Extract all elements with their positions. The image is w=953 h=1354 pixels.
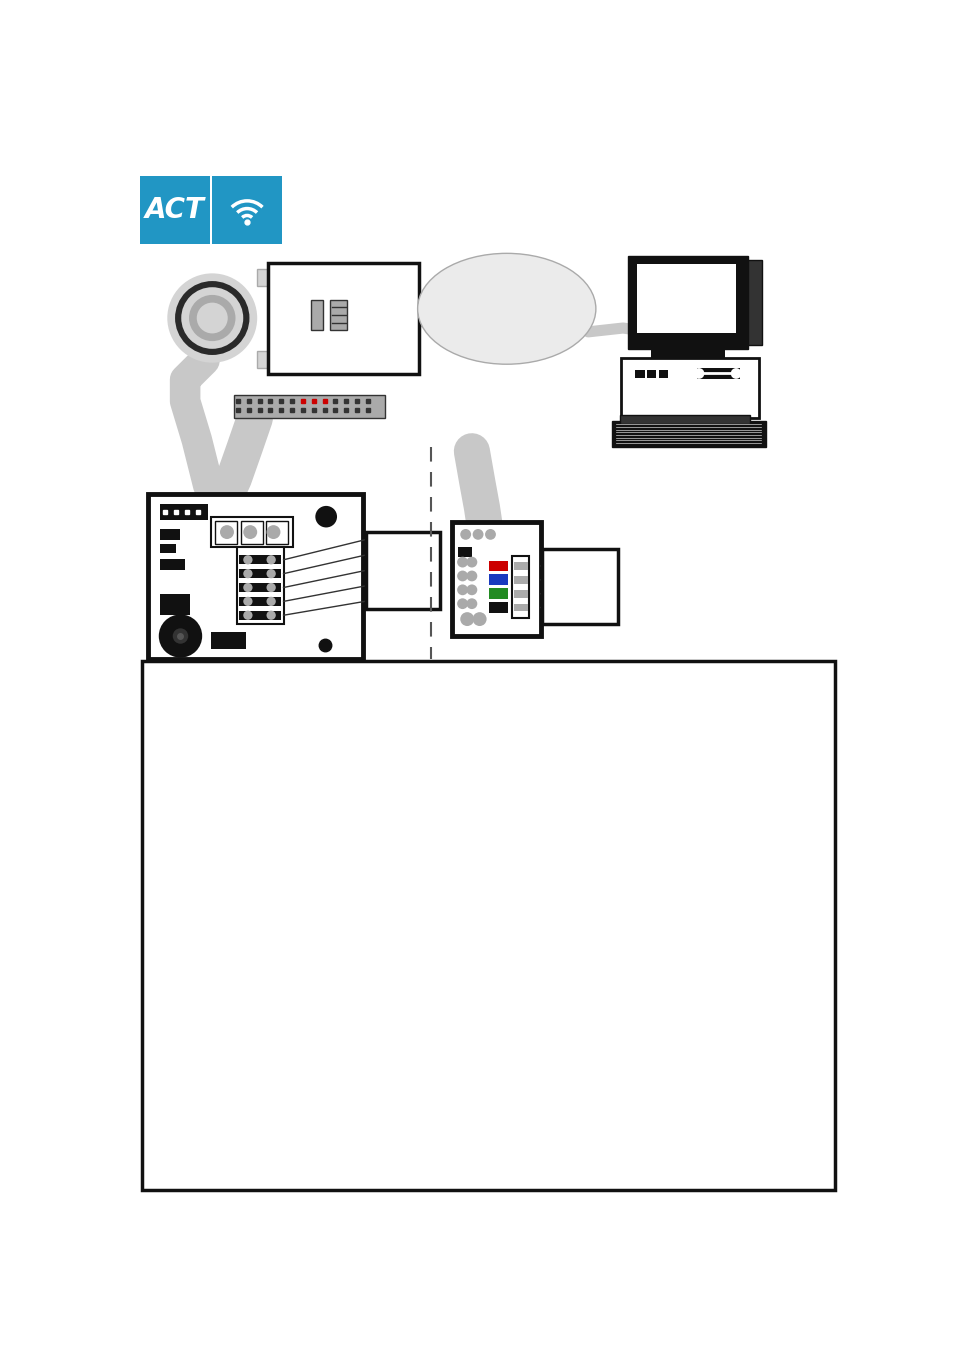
Circle shape	[181, 287, 243, 349]
FancyBboxPatch shape	[457, 547, 472, 558]
Circle shape	[172, 628, 188, 643]
Circle shape	[266, 525, 280, 539]
Circle shape	[456, 556, 468, 567]
FancyBboxPatch shape	[142, 662, 835, 1190]
FancyBboxPatch shape	[160, 543, 175, 552]
FancyBboxPatch shape	[637, 264, 736, 333]
Circle shape	[243, 597, 253, 607]
Text: ACT: ACT	[145, 196, 205, 225]
Ellipse shape	[417, 253, 596, 364]
FancyBboxPatch shape	[212, 176, 282, 244]
FancyBboxPatch shape	[418, 305, 438, 326]
Circle shape	[266, 611, 275, 620]
FancyBboxPatch shape	[212, 517, 293, 547]
Circle shape	[459, 529, 471, 540]
FancyBboxPatch shape	[257, 351, 271, 368]
FancyBboxPatch shape	[140, 176, 210, 244]
FancyBboxPatch shape	[148, 494, 363, 659]
FancyBboxPatch shape	[160, 559, 185, 570]
FancyBboxPatch shape	[542, 548, 618, 624]
Circle shape	[466, 585, 476, 596]
FancyBboxPatch shape	[635, 371, 644, 378]
FancyBboxPatch shape	[239, 611, 281, 620]
FancyBboxPatch shape	[619, 416, 749, 424]
Circle shape	[167, 274, 257, 363]
Circle shape	[466, 570, 476, 581]
Circle shape	[693, 368, 703, 379]
Circle shape	[243, 555, 253, 565]
FancyBboxPatch shape	[513, 604, 527, 612]
Circle shape	[243, 584, 253, 592]
FancyBboxPatch shape	[658, 371, 667, 378]
FancyBboxPatch shape	[239, 569, 281, 578]
Polygon shape	[612, 421, 765, 447]
FancyBboxPatch shape	[160, 529, 180, 540]
FancyBboxPatch shape	[233, 395, 385, 418]
Circle shape	[243, 611, 253, 620]
FancyBboxPatch shape	[512, 556, 529, 617]
FancyBboxPatch shape	[160, 504, 208, 520]
FancyBboxPatch shape	[452, 523, 540, 636]
Circle shape	[472, 529, 483, 540]
FancyBboxPatch shape	[311, 299, 323, 330]
Circle shape	[466, 598, 476, 609]
Circle shape	[266, 569, 275, 578]
FancyBboxPatch shape	[650, 349, 723, 357]
Circle shape	[730, 368, 740, 379]
Circle shape	[196, 303, 228, 333]
FancyBboxPatch shape	[697, 368, 740, 379]
FancyBboxPatch shape	[488, 574, 507, 585]
FancyBboxPatch shape	[239, 597, 281, 607]
FancyBboxPatch shape	[488, 588, 507, 598]
FancyBboxPatch shape	[241, 520, 262, 543]
FancyBboxPatch shape	[257, 268, 271, 286]
Circle shape	[220, 525, 233, 539]
Circle shape	[484, 529, 496, 540]
Circle shape	[189, 295, 235, 341]
Circle shape	[472, 612, 486, 626]
FancyBboxPatch shape	[268, 263, 418, 374]
Circle shape	[315, 506, 336, 528]
FancyBboxPatch shape	[330, 299, 347, 330]
FancyBboxPatch shape	[488, 603, 507, 613]
FancyBboxPatch shape	[266, 520, 288, 543]
FancyBboxPatch shape	[620, 357, 759, 418]
Circle shape	[158, 615, 202, 658]
Circle shape	[266, 597, 275, 607]
Circle shape	[266, 584, 275, 592]
FancyBboxPatch shape	[646, 371, 656, 378]
FancyBboxPatch shape	[513, 562, 527, 570]
FancyBboxPatch shape	[160, 593, 190, 615]
FancyBboxPatch shape	[212, 632, 245, 649]
Circle shape	[266, 555, 275, 565]
FancyBboxPatch shape	[236, 547, 283, 624]
Circle shape	[456, 585, 468, 596]
Circle shape	[456, 598, 468, 609]
Circle shape	[459, 612, 474, 626]
Circle shape	[243, 525, 257, 539]
FancyBboxPatch shape	[747, 260, 760, 345]
Circle shape	[456, 570, 468, 581]
FancyBboxPatch shape	[239, 584, 281, 592]
FancyBboxPatch shape	[366, 532, 439, 609]
FancyBboxPatch shape	[627, 256, 747, 349]
FancyBboxPatch shape	[488, 561, 507, 571]
FancyBboxPatch shape	[513, 590, 527, 597]
Circle shape	[174, 282, 249, 355]
FancyBboxPatch shape	[513, 575, 527, 584]
FancyBboxPatch shape	[239, 555, 281, 565]
FancyBboxPatch shape	[215, 520, 236, 543]
Circle shape	[466, 556, 476, 567]
Circle shape	[243, 569, 253, 578]
